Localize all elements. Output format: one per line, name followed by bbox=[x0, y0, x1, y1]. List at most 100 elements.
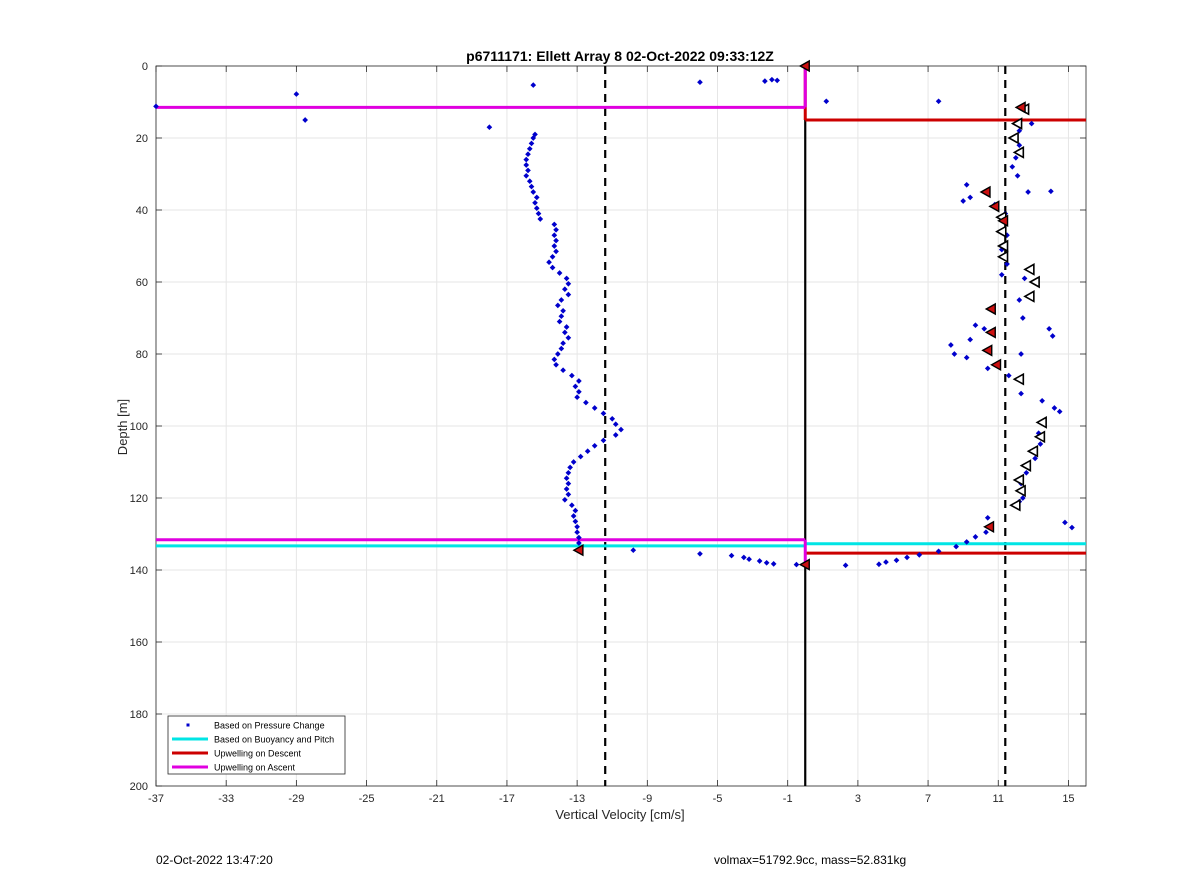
x-tick-label: -5 bbox=[713, 793, 723, 805]
y-tick-label: 0 bbox=[142, 61, 148, 73]
data-point bbox=[1009, 163, 1016, 170]
data-point bbox=[525, 151, 531, 158]
data-point bbox=[577, 453, 584, 460]
data-point bbox=[774, 77, 780, 84]
data-point bbox=[528, 183, 535, 190]
data-point bbox=[612, 432, 619, 438]
data-point bbox=[1018, 390, 1024, 397]
data-point bbox=[553, 226, 559, 233]
triangle-marker bbox=[1012, 473, 1025, 487]
y-axis-label: Depth [m] bbox=[115, 399, 130, 455]
data-point bbox=[1023, 469, 1030, 476]
x-tick-label: -33 bbox=[218, 793, 234, 805]
data-point bbox=[569, 372, 575, 379]
red-marker bbox=[983, 520, 995, 533]
y-tick-label: 80 bbox=[136, 349, 148, 361]
legend-label: Based on Buoyancy and Pitch bbox=[214, 735, 334, 745]
data-point bbox=[553, 361, 559, 368]
red-marker bbox=[798, 59, 810, 73]
data-point bbox=[883, 559, 889, 565]
data-point bbox=[1014, 172, 1021, 179]
data-point bbox=[546, 259, 552, 266]
data-point bbox=[562, 496, 568, 503]
data-point bbox=[560, 340, 566, 347]
triangle-marker bbox=[1009, 498, 1021, 512]
x-axis-label: Vertical Velocity [cm/s] bbox=[555, 807, 684, 822]
legend-label: Based on Pressure Change bbox=[214, 721, 325, 731]
data-point bbox=[533, 205, 540, 212]
data-point bbox=[560, 367, 566, 374]
data-point bbox=[570, 459, 577, 465]
triangle-marker bbox=[1023, 290, 1035, 303]
data-point bbox=[951, 351, 958, 357]
data-point bbox=[576, 388, 582, 395]
data-point bbox=[984, 365, 991, 372]
data-point bbox=[630, 547, 637, 554]
data-point bbox=[756, 558, 763, 564]
data-point bbox=[998, 271, 1005, 278]
triangle-marker bbox=[1026, 444, 1039, 458]
data-point bbox=[565, 480, 572, 487]
triangle-marker bbox=[995, 225, 1007, 238]
data-point bbox=[563, 275, 570, 282]
data-point bbox=[567, 464, 573, 471]
data-point bbox=[981, 325, 988, 332]
red-marker bbox=[1014, 101, 1026, 114]
red-marker bbox=[997, 214, 1009, 227]
y-tick-label: 20 bbox=[136, 133, 148, 145]
data-point bbox=[618, 426, 624, 433]
data-point bbox=[1028, 120, 1035, 127]
x-tick-label: -1 bbox=[783, 793, 793, 805]
data-point bbox=[876, 561, 882, 568]
x-tick-label: -25 bbox=[359, 793, 375, 805]
red-marker bbox=[979, 185, 991, 199]
data-point bbox=[574, 523, 580, 530]
triangle-marker bbox=[1028, 275, 1040, 289]
data-point bbox=[558, 297, 565, 303]
triangle-marker bbox=[1012, 146, 1025, 159]
data-point bbox=[560, 307, 566, 314]
data-point bbox=[535, 210, 542, 217]
data-point bbox=[769, 76, 775, 83]
data-point bbox=[153, 103, 159, 110]
triangle-marker bbox=[1019, 459, 1032, 472]
triangle-marker bbox=[1007, 131, 1019, 145]
data-point bbox=[572, 383, 579, 390]
data-point bbox=[842, 562, 849, 569]
data-point bbox=[793, 561, 800, 568]
triangle-marker bbox=[1035, 416, 1047, 429]
data-point bbox=[293, 91, 300, 97]
data-point bbox=[963, 354, 970, 361]
data-point bbox=[558, 345, 565, 352]
data-point bbox=[572, 518, 579, 525]
red-marker bbox=[984, 326, 996, 339]
data-point bbox=[526, 178, 533, 185]
data-point bbox=[563, 324, 570, 330]
y-tick-label: 40 bbox=[136, 205, 148, 217]
data-point bbox=[770, 561, 777, 567]
legend-box bbox=[167, 715, 346, 775]
data-point bbox=[570, 513, 577, 519]
triangle-marker bbox=[996, 239, 1009, 253]
data-point bbox=[1004, 261, 1010, 267]
x-tick-label: -13 bbox=[569, 793, 585, 805]
data-point bbox=[576, 534, 582, 541]
legend-swatch bbox=[186, 723, 190, 727]
legend: Based on Pressure Change Based on Buoyanc… bbox=[167, 715, 346, 775]
data-point bbox=[551, 221, 558, 228]
data-point bbox=[1062, 519, 1068, 526]
y-tick-label: 140 bbox=[130, 565, 148, 577]
data-point bbox=[963, 539, 970, 545]
triangle-marker bbox=[1010, 117, 1023, 130]
data-point bbox=[565, 280, 572, 287]
data-point bbox=[563, 486, 570, 492]
data-point bbox=[530, 189, 537, 195]
data-point bbox=[523, 172, 530, 179]
legend-label: Upwelling on Descent bbox=[214, 749, 302, 759]
data-point bbox=[563, 475, 570, 482]
chart-title: p6711171: Ellett Array 8 02-Oct-2022 09:… bbox=[466, 48, 774, 64]
data-point bbox=[525, 167, 531, 174]
data-point bbox=[1025, 189, 1031, 195]
data-point bbox=[916, 552, 923, 558]
